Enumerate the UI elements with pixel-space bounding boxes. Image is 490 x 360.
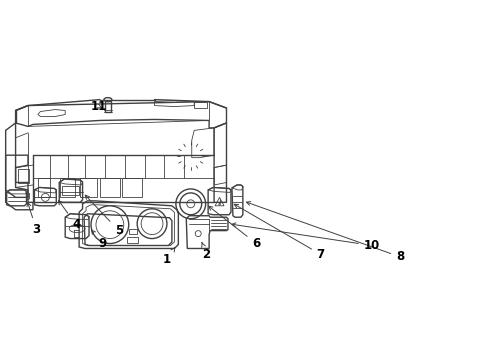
Text: 8: 8 (246, 202, 404, 264)
Text: 4: 4 (58, 201, 80, 231)
Bar (129, 229, 137, 234)
Text: 3: 3 (27, 203, 41, 236)
Bar (62, 186, 78, 195)
Text: 1: 1 (163, 248, 175, 266)
Text: 10: 10 (232, 223, 380, 252)
Bar (194, 102, 207, 108)
Text: 5: 5 (85, 195, 123, 237)
Text: 7: 7 (234, 204, 325, 261)
Bar (105, 100, 111, 112)
Text: 2: 2 (202, 243, 211, 261)
Bar (18, 169, 29, 183)
Bar (127, 237, 138, 243)
Text: 6: 6 (209, 206, 260, 250)
Text: 9: 9 (92, 230, 106, 250)
Text: 11: 11 (91, 100, 107, 113)
